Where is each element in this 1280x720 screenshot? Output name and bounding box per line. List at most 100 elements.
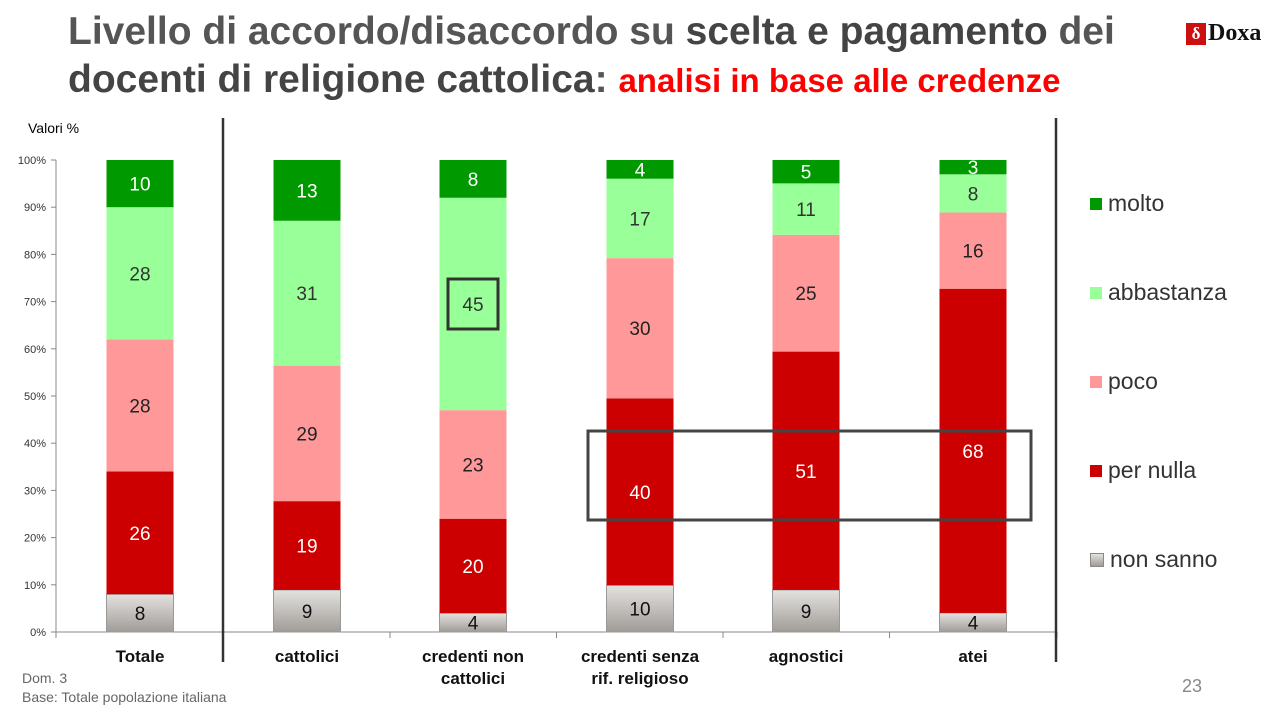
- footer-base-note: Base: Totale popolazione italiana: [22, 689, 227, 705]
- category-label: cattolici: [275, 647, 339, 666]
- data-label-molto: 13: [296, 181, 317, 202]
- bar-segment-poco: [273, 365, 341, 502]
- category-label-line: agnostici: [769, 647, 844, 666]
- category-label-line: atei: [958, 647, 987, 666]
- legend-item-per-nulla: per nulla: [1090, 457, 1196, 484]
- bar-segment-non-sanno: [606, 584, 674, 633]
- data-label-molto: 8: [468, 170, 479, 191]
- page-number: 23: [1182, 676, 1203, 696]
- data-label-non-sanno: 8: [135, 604, 146, 625]
- highlight-box-per-nulla: [586, 429, 1033, 522]
- legend-swatch-per-nulla: [1090, 464, 1102, 477]
- legend-label-poco: poco: [1108, 368, 1158, 394]
- bar-segment-per-nulla: [772, 351, 840, 590]
- y-tick-label: 70%: [24, 297, 46, 309]
- y-tick-label: 60%: [24, 344, 46, 356]
- bar-segment-molto: [273, 160, 341, 221]
- category-label: Totale: [116, 647, 165, 666]
- bar-segment-molto: [439, 160, 507, 198]
- title-text-2: dei: [1047, 10, 1115, 53]
- data-label-abbastanza: 28: [129, 264, 150, 285]
- bar-segment-abbastanza: [772, 183, 840, 235]
- title-text-1: Livello di accordo/disaccordo su: [68, 10, 686, 53]
- y-tick-label: 90%: [24, 202, 46, 214]
- data-label-per-nulla: 20: [462, 557, 483, 578]
- bar-segment-abbastanza: [606, 178, 674, 259]
- data-label-per-nulla: 68: [962, 442, 983, 463]
- bar-segment-per-nulla: [939, 288, 1007, 613]
- data-label-non-sanno: 9: [801, 602, 812, 623]
- legend-label-molto: molto: [1108, 190, 1165, 216]
- bar-segment-per-nulla: [606, 398, 674, 586]
- data-label-poco: 25: [795, 284, 816, 305]
- legend-item-abbastanza: abbastanza: [1090, 279, 1227, 306]
- data-label-non-sanno: 9: [302, 602, 313, 623]
- category-label-line: credenti non: [422, 647, 524, 666]
- bar-segment-poco: [606, 258, 674, 399]
- legend-label-per-nulla: per nulla: [1108, 457, 1197, 483]
- legend-label-non-sanno: non sanno: [1110, 546, 1218, 572]
- data-label-non-sanno: 4: [968, 613, 979, 634]
- bar-segment-poco: [106, 339, 174, 472]
- category-label-line: rif. religioso: [591, 669, 688, 688]
- data-label-abbastanza: 17: [629, 209, 650, 230]
- data-label-molto: 3: [968, 158, 979, 179]
- data-label-per-nulla: 19: [296, 537, 317, 558]
- bar-stack-credenti-non-cattolici: 4 20 23 45 8: [439, 160, 507, 635]
- title-highlight: analisi in base alle credenze: [618, 62, 1061, 99]
- y-tick-label: 100%: [18, 155, 46, 167]
- doxa-logo-text: Doxa: [1208, 20, 1262, 46]
- data-label-molto: 5: [801, 163, 812, 184]
- data-label-per-nulla: 40: [629, 483, 650, 504]
- bar-segment-abbastanza: [939, 174, 1007, 213]
- bar-stack-agnostici: 9 51 25 11 5: [772, 160, 840, 633]
- bar-segment-non-sanno: [106, 593, 174, 633]
- data-label-poco: 16: [962, 242, 983, 263]
- data-label-abbastanza: 45: [462, 295, 483, 316]
- legend-item-non-sanno: non sanno: [1090, 546, 1217, 573]
- data-label-poco: 30: [629, 319, 650, 340]
- bar-segment-abbastanza: [439, 197, 507, 411]
- bar-segment-poco: [439, 410, 507, 519]
- highlight-box-abbastanza: [446, 277, 500, 331]
- slide-title: Livello di accordo/disaccordo su scelta …: [68, 8, 1148, 105]
- data-label-per-nulla: 26: [129, 524, 150, 545]
- legend-label-abbastanza: abbastanza: [1108, 279, 1227, 305]
- bar-segment-abbastanza: [273, 220, 341, 366]
- title-colon: :: [594, 58, 619, 101]
- doxa-logo-mark: δ: [1186, 22, 1206, 45]
- bar-segment-per-nulla: [439, 518, 507, 614]
- doxa-logo: δ Doxa: [1186, 20, 1261, 47]
- category-label: agnostici: [769, 647, 844, 666]
- y-tick-label: 10%: [24, 580, 46, 592]
- bar-stack-atei: 4 68 16 8 3: [939, 158, 1007, 634]
- bar-segment-non-sanno: [273, 589, 341, 633]
- legend-swatch-molto: [1090, 197, 1102, 210]
- bar-segment-non-sanno: [772, 589, 840, 633]
- data-label-abbastanza: 11: [796, 200, 816, 221]
- bar-stack-credenti-senza-rif-religioso: 10 40 30 17 4: [606, 160, 674, 633]
- data-label-non-sanno: 10: [629, 600, 650, 621]
- slide-footer: Dom. 3 Base: Totale popolazione italiana: [22, 669, 226, 707]
- legend-swatch-abbastanza: [1090, 286, 1102, 299]
- data-label-poco: 29: [296, 424, 317, 445]
- y-tick-label: 20%: [24, 533, 46, 545]
- bar-stack-cattolici: 9 19 29 31 13: [273, 160, 341, 633]
- data-label-abbastanza: 31: [296, 284, 317, 305]
- category-label-line: credenti senza: [581, 647, 700, 666]
- category-label-line: cattolici: [441, 669, 505, 688]
- y-tick-label: 40%: [24, 438, 46, 450]
- category-label: credenti senza rif. religioso: [581, 647, 700, 688]
- values-unit-label: Valori %: [28, 120, 80, 136]
- data-label-molto: 4: [635, 160, 646, 181]
- bar-segment-molto: [939, 160, 1007, 175]
- y-tick-label: 0%: [30, 627, 46, 639]
- bar-segment-poco: [939, 212, 1007, 289]
- data-label-non-sanno: 4: [468, 614, 479, 635]
- footer-question-ref: Dom. 3: [22, 670, 68, 686]
- y-tick-label: 30%: [24, 485, 46, 497]
- bar-segment-per-nulla: [106, 471, 174, 595]
- bar-segment-abbastanza: [106, 207, 174, 340]
- category-label: credenti non cattolici: [422, 647, 524, 688]
- category-label-line: Totale: [116, 647, 165, 666]
